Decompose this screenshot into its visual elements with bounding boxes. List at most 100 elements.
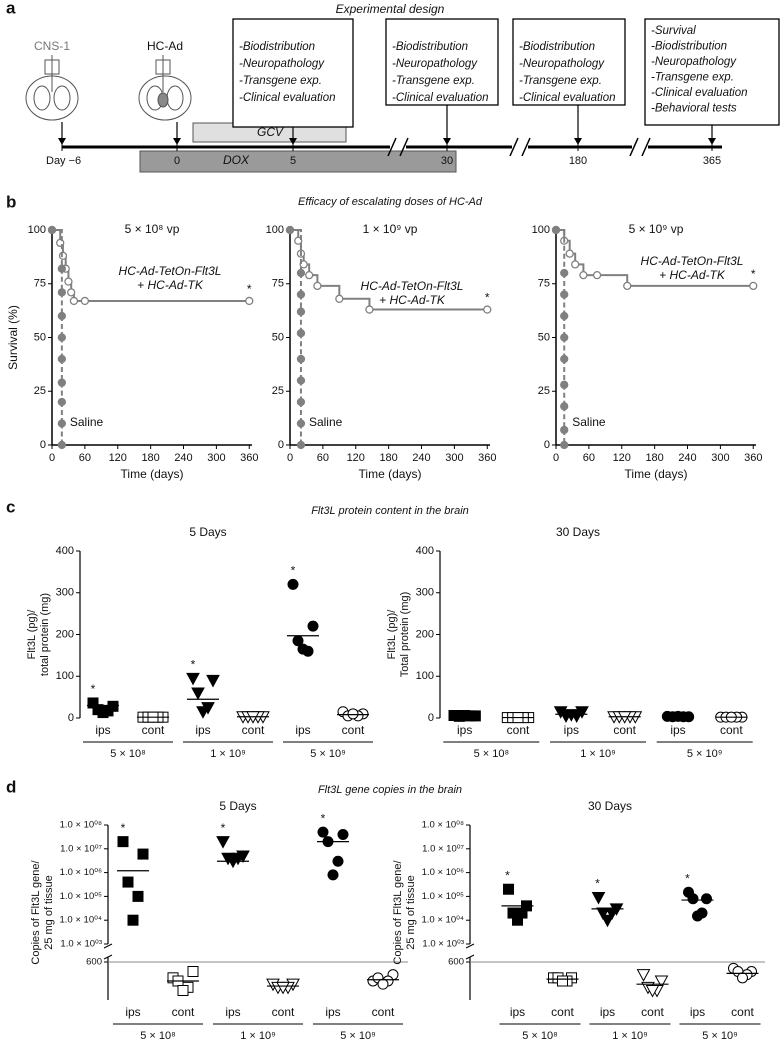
chart-title: 5 × 10⁸ vp: [125, 222, 180, 236]
design-item: -Biodistribution: [519, 41, 595, 53]
group-label: cont: [551, 1005, 574, 1019]
group-label: cont: [242, 723, 265, 737]
survival-point: [57, 419, 67, 428]
y-tick-label: 25: [538, 385, 550, 397]
group-label: ips: [690, 1005, 705, 1019]
gcv-label: GCV: [257, 125, 284, 139]
data-point: [206, 674, 220, 688]
x-tick-label: 180: [379, 452, 397, 464]
data-point: [332, 855, 344, 867]
survival-point: [571, 260, 580, 269]
design-item: -Neuropathology: [651, 56, 737, 68]
series-label: HC-Ad-TetOn-Flt3L: [119, 264, 222, 278]
series-label: Saline: [309, 415, 343, 429]
group-label: ips: [325, 1005, 340, 1019]
y-axis-label: 25 mg of tissue: [405, 875, 417, 950]
dose-label: 5 × 10⁹: [310, 748, 346, 760]
design-item: -Clinical evaluation: [651, 87, 748, 99]
y-tick-label: 1.0 × 10⁰³: [422, 939, 464, 950]
design-box: [232, 18, 354, 128]
data-point: [127, 914, 139, 926]
timeline-label: 180: [569, 155, 587, 167]
y-tick-label: 200: [416, 628, 434, 640]
break-slash: [509, 137, 519, 157]
x-tick-label: 300: [207, 452, 225, 464]
design-item: -Biodistribution: [392, 41, 468, 53]
data-point: [605, 907, 619, 921]
data-point: [591, 891, 606, 905]
x-tick-label: 360: [478, 452, 496, 464]
survival-point: [57, 311, 67, 321]
arrow-head: [58, 138, 66, 145]
survival-point: [57, 264, 67, 273]
survival-point: [483, 305, 492, 314]
arrow-head: [708, 138, 716, 145]
survival-point: [560, 402, 569, 411]
survival-point: [57, 397, 67, 407]
series-label: HC-Ad-TetOn-Flt3L: [641, 254, 744, 268]
survival-point: [296, 397, 306, 407]
chart-title: 30 Days: [556, 525, 600, 539]
series-label: + HC-Ad-TK: [379, 293, 446, 307]
break-slash: [399, 137, 409, 157]
group-label: cont: [372, 1005, 395, 1019]
group-label: cont: [142, 723, 165, 737]
section-title: Flt3L gene copies in the brain: [318, 784, 462, 796]
significance-mark: *: [751, 267, 756, 281]
y-tick-label: 1.0 × 10⁰⁷: [60, 843, 102, 854]
y-tick-label: 100: [28, 224, 46, 236]
y-axis-label: Flt3L (pg)/: [26, 609, 38, 660]
series-label: Saline: [572, 415, 606, 429]
x-tick-label: 60: [317, 452, 329, 464]
timeline-break: [632, 144, 648, 150]
survival-point: [560, 311, 569, 321]
timeline-label: Day −6: [46, 155, 81, 167]
significance-mark: *: [685, 871, 690, 885]
series-label: + HC-Ad-TK: [137, 278, 204, 292]
data-point: [276, 981, 290, 995]
survival-point: [57, 440, 67, 450]
data-point: [512, 914, 523, 926]
dose-label: 5 × 10⁸: [474, 748, 510, 760]
x-axis-label: Time (days): [625, 467, 688, 481]
survival-point: [560, 440, 569, 450]
y-tick-label: 1.0 × 10⁰⁸: [422, 820, 464, 831]
data-point: [737, 972, 748, 984]
y-tick-label: 25: [272, 385, 284, 397]
data-point: [701, 893, 712, 905]
data-point: [687, 893, 699, 905]
design-item: -Transgene exp.: [239, 75, 322, 87]
y-tick-label: 1.0 × 10⁰⁸: [60, 820, 102, 831]
dose-label: 1 × 10⁹: [580, 748, 616, 760]
y-tick-label: 100: [532, 224, 550, 236]
data-point: [117, 836, 129, 848]
data-point: [564, 709, 579, 722]
x-tick-label: 240: [174, 452, 192, 464]
significance-mark: *: [321, 811, 326, 825]
x-tick-label: 360: [744, 452, 762, 464]
y-tick-label: 1.0 × 10⁰⁵: [422, 891, 464, 902]
x-axis-label: Time (days): [359, 467, 422, 481]
chart-title: 5 Days: [219, 799, 256, 813]
timeline-break: [512, 144, 528, 150]
significance-mark: *: [247, 282, 252, 296]
y-tick-label: 600: [86, 957, 102, 968]
panel-label: c: [6, 497, 15, 516]
survival-point: [57, 378, 67, 387]
y-tick-label: 75: [538, 278, 550, 290]
x-tick-label: 0: [553, 452, 559, 464]
data-point: [337, 828, 349, 840]
survival-point: [57, 288, 67, 297]
group-label: cont: [731, 1005, 754, 1019]
group-label: cont: [172, 1005, 195, 1019]
section-title: Efficacy of escalating doses of HC-Ad: [298, 196, 483, 208]
survival-step: [597, 274, 629, 286]
y-tick-label: 400: [416, 545, 434, 557]
survival-point: [296, 419, 306, 428]
design-item: -Transgene exp.: [519, 75, 602, 87]
survival-point: [58, 251, 68, 260]
x-axis-label: Time (days): [121, 467, 184, 481]
y-tick-label: 100: [266, 224, 284, 236]
significance-mark: *: [505, 868, 510, 882]
